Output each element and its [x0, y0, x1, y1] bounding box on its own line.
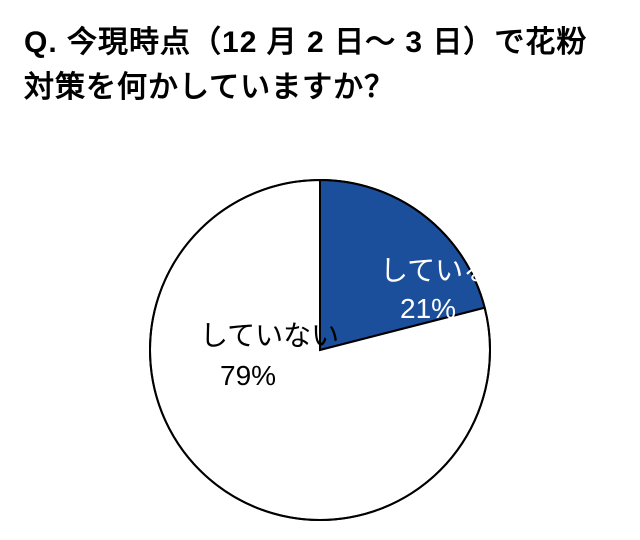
- pie-slice-label-1-line1: していない: [200, 320, 339, 351]
- pie-slice-label-0-line2: 21%: [400, 293, 456, 324]
- pie-chart: している 21% していない 79%: [130, 160, 510, 540]
- pie-slice-label-1-line2: 79%: [220, 360, 276, 391]
- pie-slice-label-0-line1: している: [380, 255, 491, 286]
- pie-chart-container: している 21% していない 79%: [0, 160, 640, 540]
- chart-title: Q. 今現時点（12 月 2 日～ 3 日）で花粉対策を何かしていますか？: [24, 20, 616, 110]
